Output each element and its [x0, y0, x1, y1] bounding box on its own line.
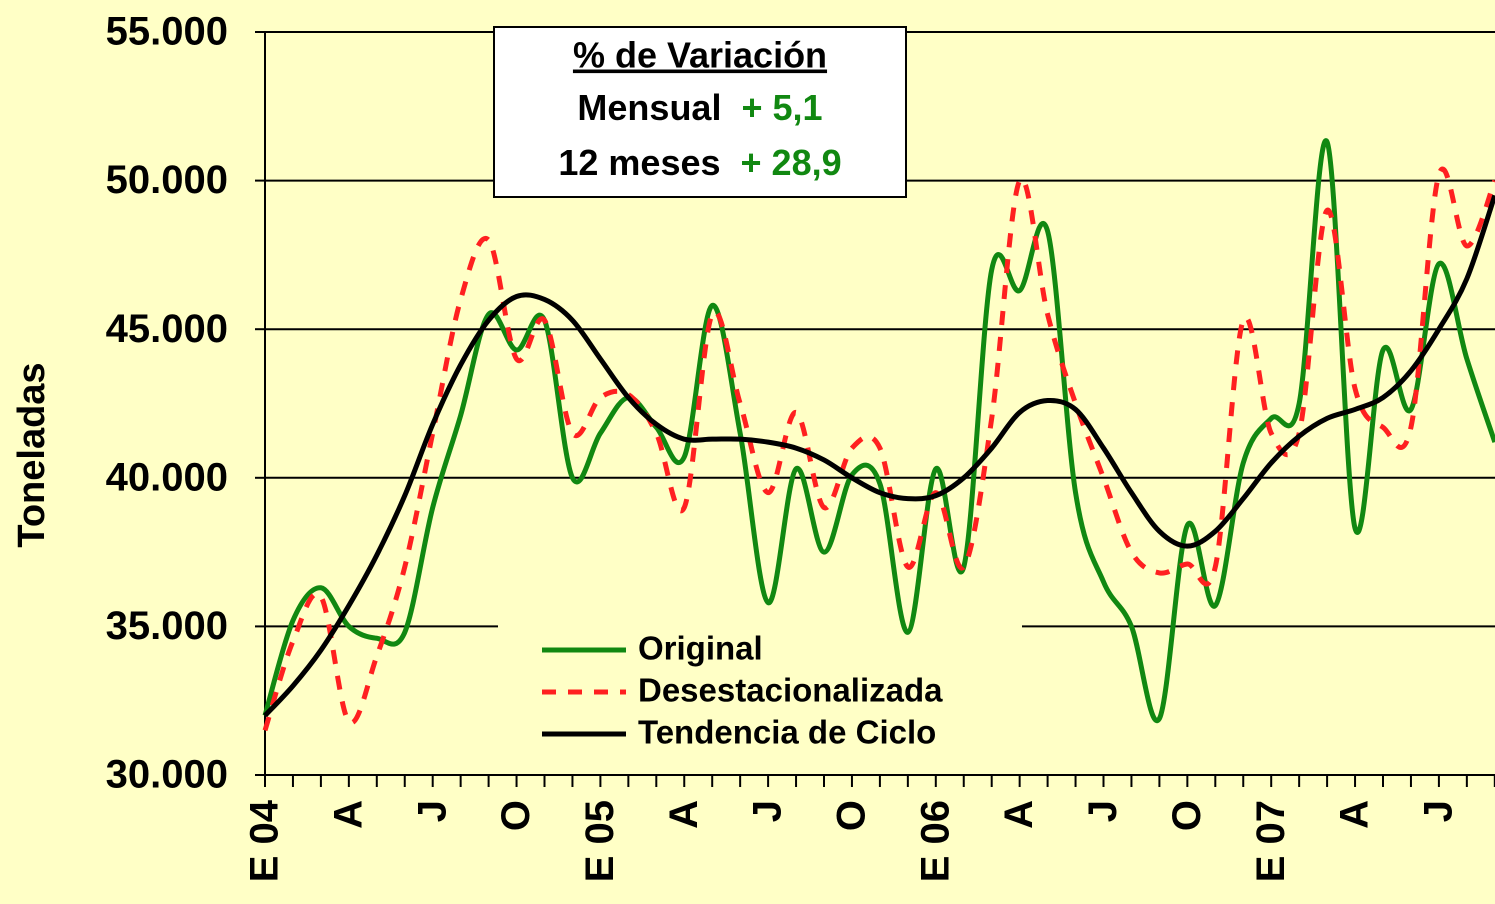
x-tick-label: A [1333, 800, 1377, 829]
annotation-box [493, 26, 907, 198]
x-tick-label: J [1081, 800, 1125, 822]
x-tick-label: J [1416, 800, 1460, 822]
y-axis-label: Toneladas [11, 362, 53, 547]
x-tick-label: J [410, 800, 454, 822]
x-tick-label: A [997, 800, 1041, 829]
legend-label: Original [638, 630, 763, 667]
legend-label: Tendencia de Ciclo [638, 714, 936, 751]
x-tick-label: E 07 [1249, 800, 1293, 882]
data-line [263, 194, 1495, 718]
annotation-value: + 28,9 [741, 142, 842, 183]
annotation-row: 12 meses + 28,9 [558, 142, 841, 183]
x-tick-label: A [662, 800, 706, 829]
x-tick-label: E 04 [243, 799, 287, 882]
annotation-row: Mensual + 5,1 [577, 87, 822, 128]
legend-background [498, 612, 1022, 762]
y-tick-label: 50.000 [106, 158, 228, 202]
annotation-label: Mensual [577, 87, 721, 128]
y-tick-label: 55.000 [106, 10, 228, 54]
data-line [262, 138, 1495, 724]
x-tick-label: E 06 [913, 800, 957, 882]
x-tick-label: O [830, 800, 874, 831]
annotation-value: + 5,1 [741, 87, 822, 128]
x-tick-label: E 05 [578, 800, 622, 882]
annotation-title: % de Variación [573, 35, 827, 76]
annotation-label: 12 meses [558, 142, 720, 183]
data-line [262, 166, 1495, 732]
x-tick-label: O [494, 800, 538, 831]
y-tick-label: 40.000 [106, 455, 228, 499]
x-tick-label: O [1165, 800, 1209, 831]
x-tick-label: J [746, 800, 790, 822]
y-tick-label: 45.000 [106, 307, 228, 351]
y-tick-label: 30.000 [106, 753, 228, 797]
x-tick-label: A [326, 800, 370, 829]
legend-label: Desestacionalizada [638, 672, 943, 709]
y-tick-label: 35.000 [106, 604, 228, 648]
